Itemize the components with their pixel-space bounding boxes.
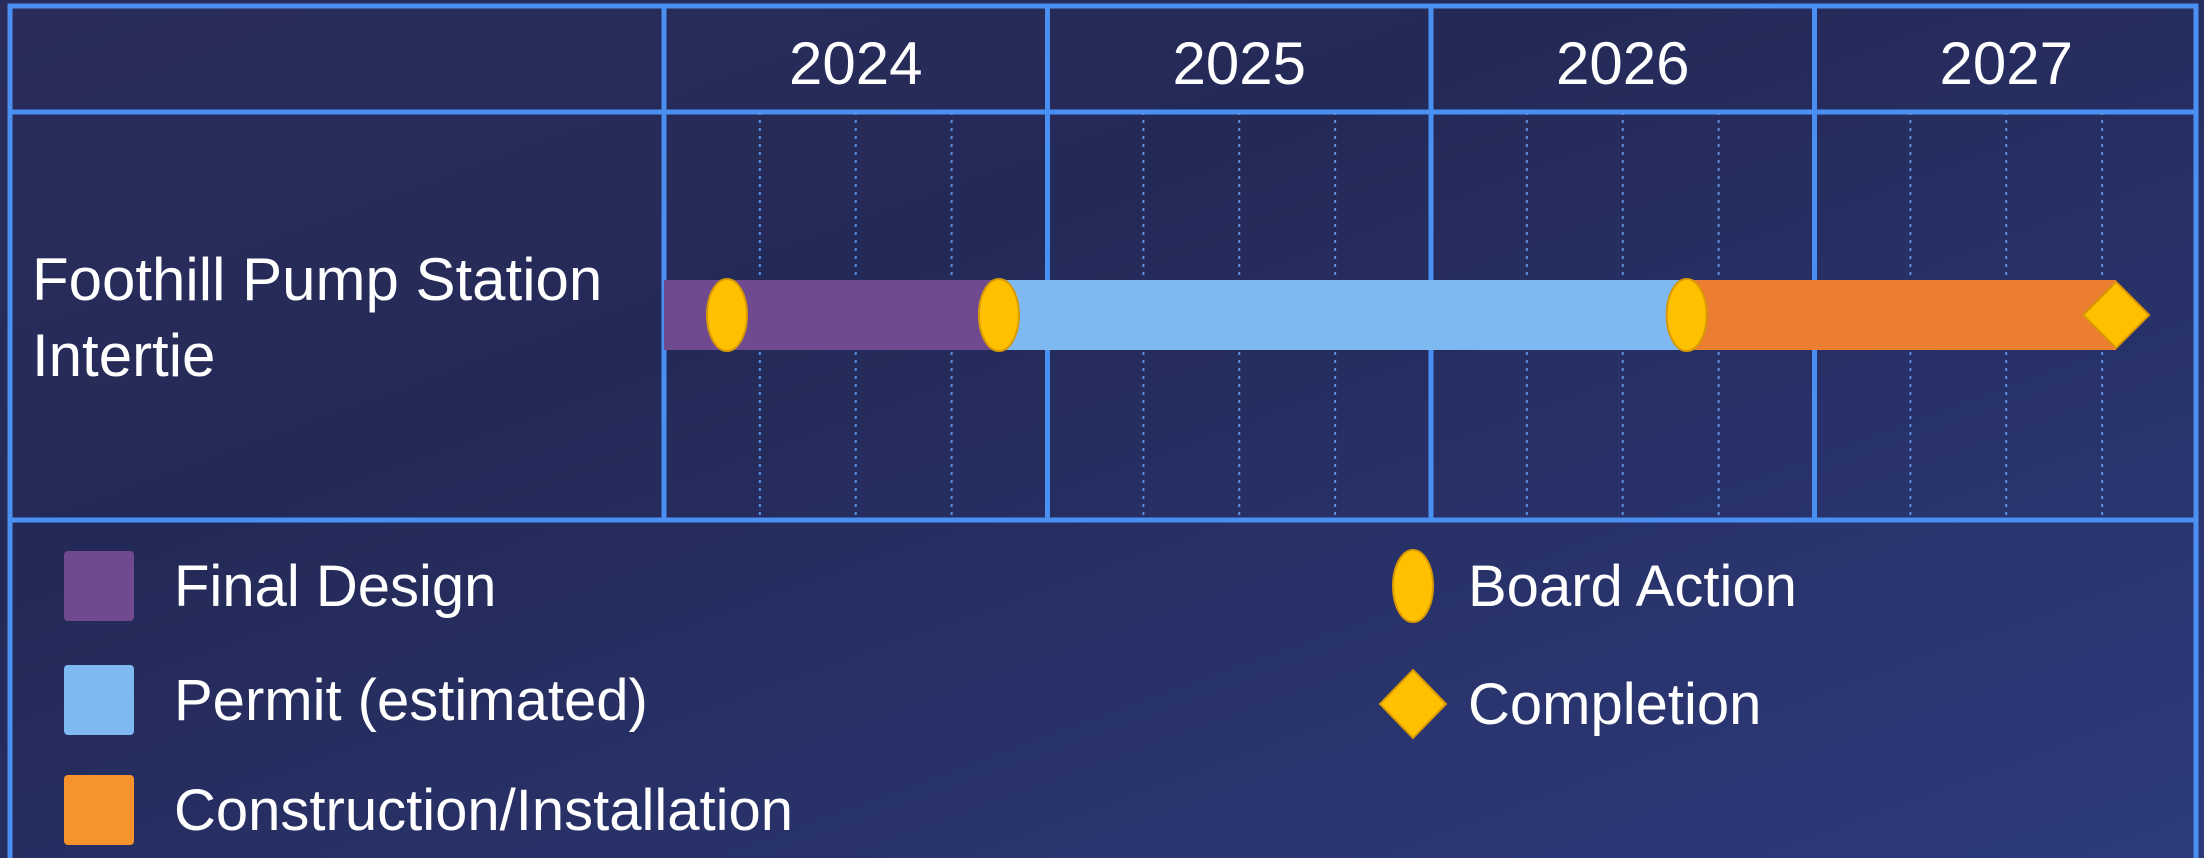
chart-border <box>7 3 2199 858</box>
oval-milestone-icon <box>1378 546 1448 626</box>
diamond-milestone-icon <box>1378 664 1448 744</box>
year-label-2025: 2025 <box>1173 30 1306 97</box>
year-label-2024: 2024 <box>789 30 922 97</box>
legend-item-construction: Construction/Installation <box>64 775 793 845</box>
phase-bar-permit <box>998 280 1687 350</box>
year-label-2026: 2026 <box>1556 30 1689 97</box>
legend-label-final-design: Final Design <box>174 553 497 619</box>
legend-item-permit: Permit (estimated) <box>64 665 648 735</box>
legend-label-construction: Construction/Installation <box>174 777 793 843</box>
board-action-milestone <box>705 278 748 352</box>
completion-milestone <box>2081 280 2151 350</box>
phase-bar-construction <box>1686 280 2117 350</box>
row-label-project: Foothill Pump Station Intertie <box>32 246 603 389</box>
board-action-milestone <box>1665 278 1708 352</box>
legend-item-completion: Completion <box>1378 664 1761 744</box>
year-label-2027: 2027 <box>1940 30 2073 97</box>
legend-label-permit: Permit (estimated) <box>174 667 648 733</box>
board-action-milestone <box>977 278 1020 352</box>
legend-item-final-design: Final Design <box>64 551 496 621</box>
legend-swatch-permit <box>64 665 134 735</box>
legend-label-board-action: Board Action <box>1468 553 1797 619</box>
legend-label-completion: Completion <box>1468 671 1762 737</box>
legend-item-board-action: Board Action <box>1378 546 1797 626</box>
legend-swatch-construction <box>64 775 134 845</box>
legend-swatch-final-design <box>64 551 134 621</box>
